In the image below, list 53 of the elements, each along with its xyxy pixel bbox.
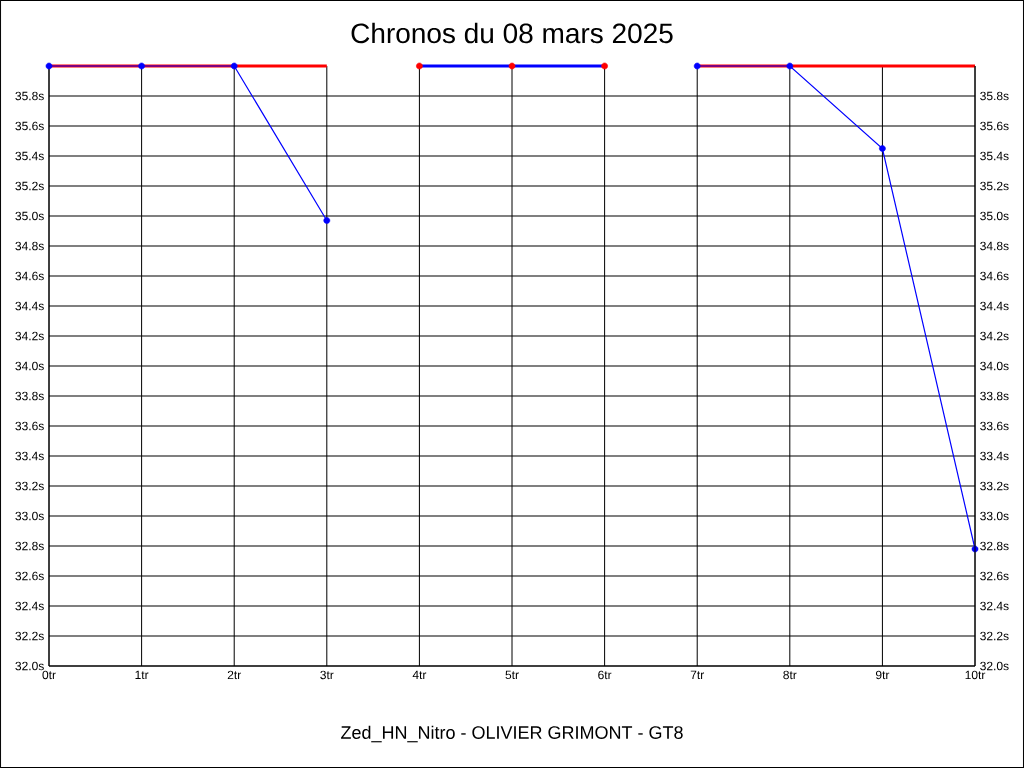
x-tick-label: 2tr <box>227 670 242 680</box>
y-tick-label: 34.6s <box>15 271 44 281</box>
y-tick-label: 32.8s <box>15 541 44 551</box>
x-axis-title: Zed_HN_Nitro - OLIVIER GRIMONT - GT8 <box>341 725 683 743</box>
y2-tick-label: 32.2s <box>980 631 1009 641</box>
y2-tick-label: 35.2s <box>980 181 1009 191</box>
y-tick-label: 33.0s <box>15 511 44 521</box>
x-tick-label: 7tr <box>690 670 705 680</box>
y-tick-label: 35.2s <box>15 181 44 191</box>
y2-tick-label: 35.0s <box>980 211 1009 221</box>
y2-tick-label: 35.8s <box>980 91 1009 101</box>
y2-tick-label: 32.0s <box>980 661 1009 671</box>
y-tick-label: 34.4s <box>15 301 44 311</box>
y-tick-label: 32.2s <box>15 631 44 641</box>
x-tick-label: 1tr <box>135 670 149 680</box>
y2-tick-label: 33.0s <box>980 511 1009 521</box>
y-tick-label: 35.6s <box>15 121 44 131</box>
y-tick-label: 32.6s <box>15 571 44 581</box>
y-tick-label: 34.2s <box>15 331 44 341</box>
y2-tick-label: 34.4s <box>980 301 1009 311</box>
y-tick-label: 35.8s <box>15 91 44 101</box>
y-tick-label: 33.6s <box>15 421 44 431</box>
chart-title: Chronos du 08 mars 2025 <box>351 22 673 44</box>
y2-tick-label: 35.6s <box>980 121 1009 131</box>
y-tick-label: 32.4s <box>15 601 44 611</box>
y2-tick-label: 33.4s <box>980 451 1009 461</box>
x-tick-label: 9tr <box>875 670 890 680</box>
x-tick-label: 10tr <box>965 670 986 680</box>
x-tick-label: 8tr <box>783 670 797 680</box>
y2-tick-label: 33.2s <box>980 481 1009 491</box>
y2-tick-label: 33.6s <box>980 421 1009 431</box>
x-tick-label: 4tr <box>412 670 427 680</box>
y-tick-label: 33.4s <box>15 451 44 461</box>
y2-tick-label: 34.8s <box>980 241 1009 251</box>
y2-tick-label: 32.4s <box>980 601 1009 611</box>
x-tick-label: 3tr <box>320 670 334 680</box>
y-tick-label: 32.0s <box>15 661 44 671</box>
y2-tick-label: 34.2s <box>980 331 1009 341</box>
y2-tick-label: 34.6s <box>980 271 1009 281</box>
y-tick-label: 35.4s <box>15 151 44 161</box>
y-tick-label: 35.0s <box>15 211 44 221</box>
y2-tick-label: 32.6s <box>980 571 1009 581</box>
x-tick-label: 0tr <box>42 670 56 680</box>
x-tick-label: 5tr <box>505 670 519 680</box>
y-tick-label: 34.8s <box>15 241 44 251</box>
y2-tick-label: 34.0s <box>980 361 1009 371</box>
y-tick-label: 33.2s <box>15 481 44 491</box>
y2-tick-label: 32.8s <box>980 541 1009 551</box>
x-tick-label: 6tr <box>598 670 612 680</box>
y-tick-label: 33.8s <box>15 391 44 401</box>
y2-tick-label: 35.4s <box>980 151 1009 161</box>
y-tick-label: 34.0s <box>15 361 44 371</box>
y2-tick-label: 33.8s <box>980 391 1009 401</box>
